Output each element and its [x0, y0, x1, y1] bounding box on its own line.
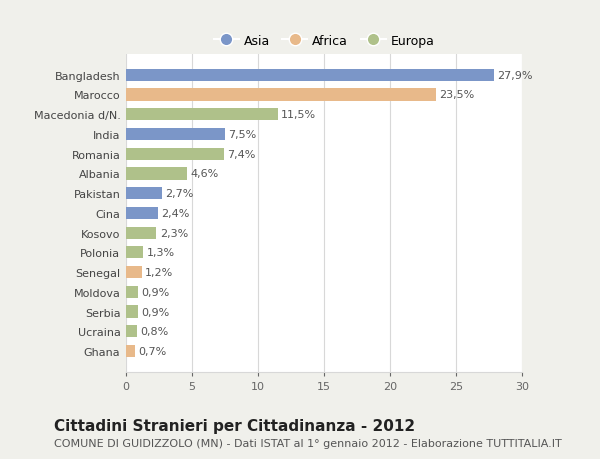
Bar: [126, 227, 157, 239]
Bar: [126, 345, 135, 358]
Text: 4,6%: 4,6%: [190, 169, 218, 179]
Bar: [126, 148, 224, 161]
Text: 1,3%: 1,3%: [146, 248, 175, 258]
Bar: [126, 306, 138, 318]
Legend: Asia, Africa, Europa: Asia, Africa, Europa: [209, 30, 439, 53]
Text: 0,8%: 0,8%: [140, 327, 168, 336]
Text: 7,4%: 7,4%: [227, 149, 256, 159]
Text: Cittadini Stranieri per Cittadinanza - 2012: Cittadini Stranieri per Cittadinanza - 2…: [54, 418, 415, 433]
Text: 23,5%: 23,5%: [439, 90, 475, 100]
Bar: [126, 286, 138, 298]
Bar: [126, 188, 161, 200]
Text: 27,9%: 27,9%: [497, 71, 533, 81]
Bar: [126, 168, 187, 180]
Text: 0,9%: 0,9%: [141, 287, 169, 297]
Bar: [126, 129, 225, 141]
Bar: [126, 109, 278, 121]
Text: 11,5%: 11,5%: [281, 110, 316, 120]
Bar: [126, 247, 143, 259]
Bar: [126, 89, 436, 101]
Bar: [126, 325, 137, 338]
Bar: [126, 207, 158, 219]
Text: 2,7%: 2,7%: [165, 189, 193, 199]
Text: 1,2%: 1,2%: [145, 268, 173, 278]
Text: 2,4%: 2,4%: [161, 208, 190, 218]
Text: 0,7%: 0,7%: [139, 346, 167, 356]
Text: COMUNE DI GUIDIZZOLO (MN) - Dati ISTAT al 1° gennaio 2012 - Elaborazione TUTTITA: COMUNE DI GUIDIZZOLO (MN) - Dati ISTAT a…: [54, 438, 562, 448]
Bar: [126, 266, 142, 279]
Text: 2,3%: 2,3%: [160, 228, 188, 238]
Text: 0,9%: 0,9%: [141, 307, 169, 317]
Bar: [126, 69, 494, 82]
Text: 7,5%: 7,5%: [229, 130, 257, 140]
